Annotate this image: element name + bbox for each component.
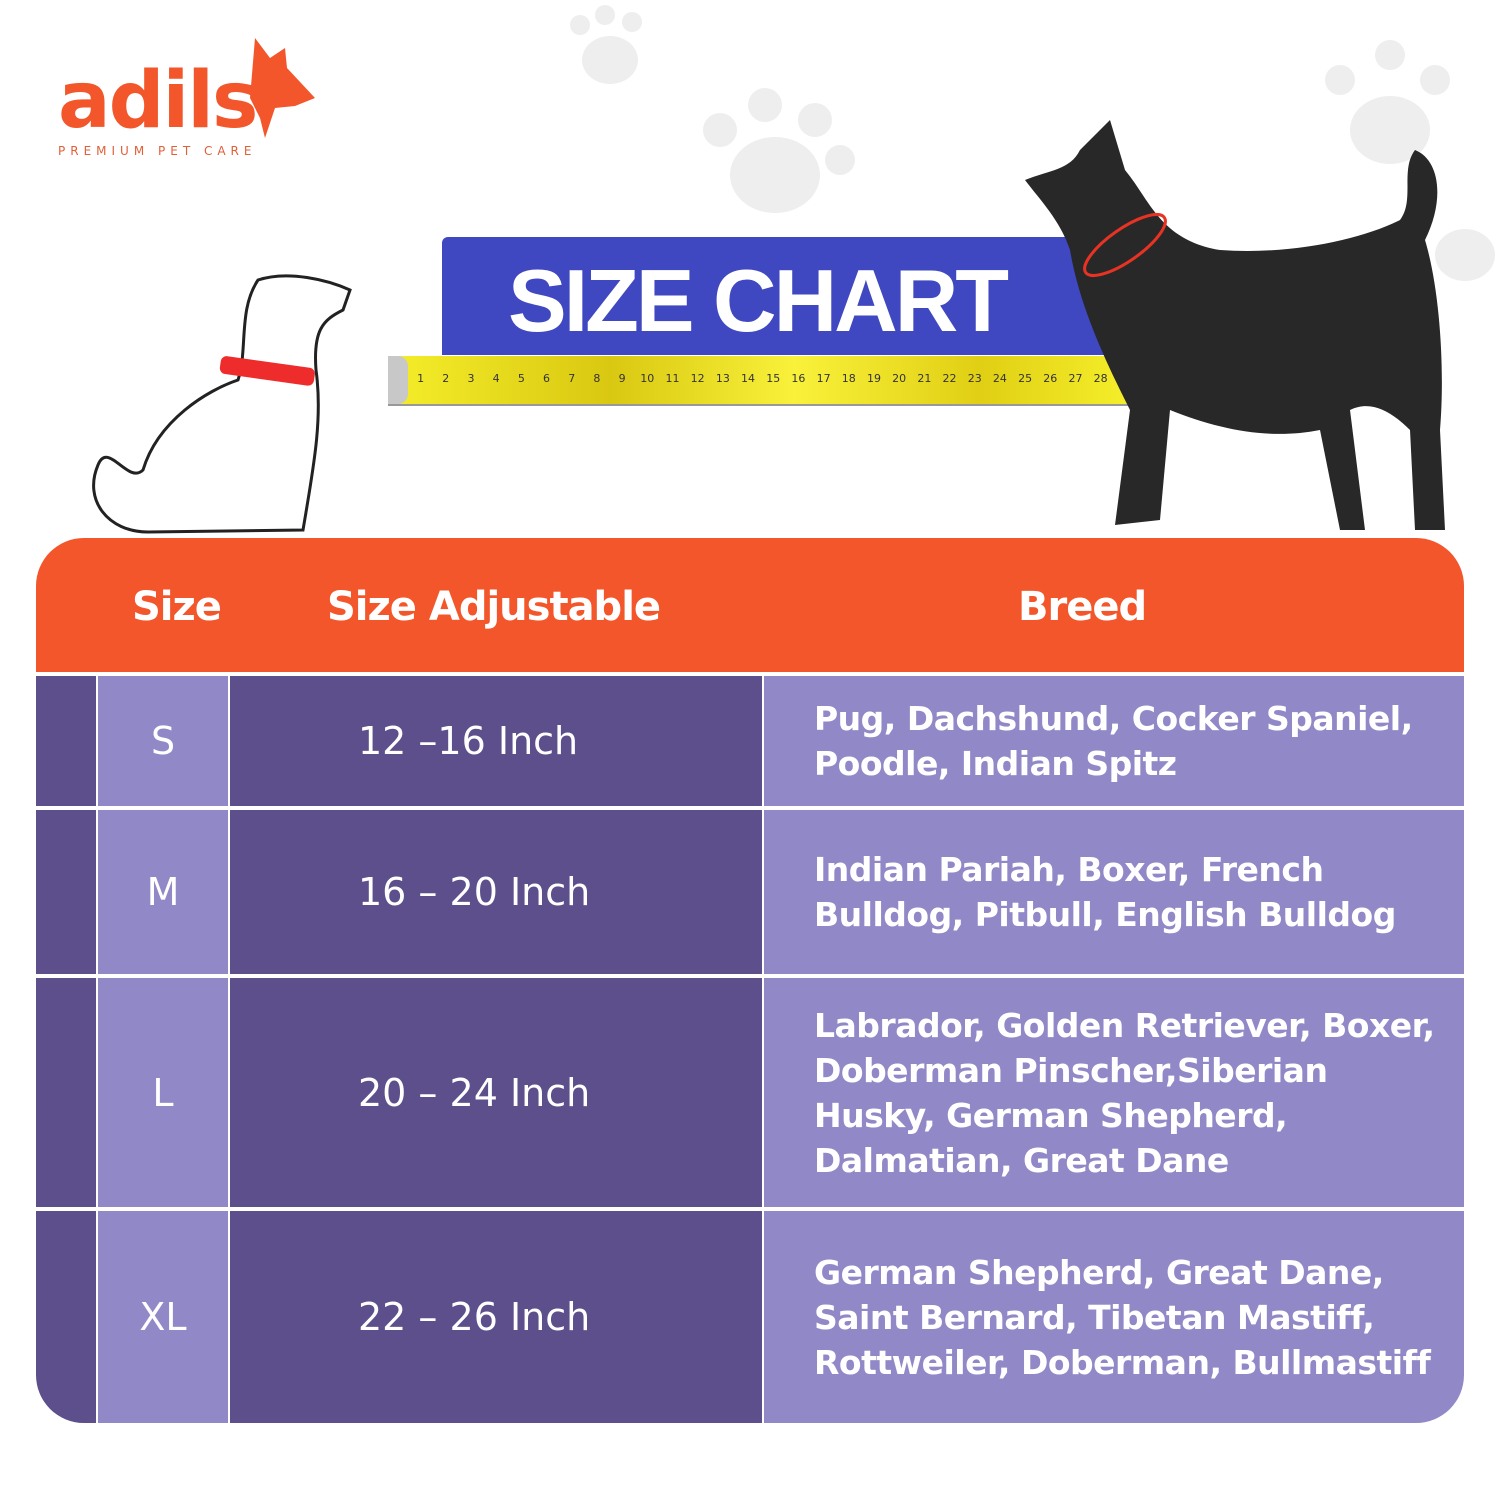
tape-number: 20 [892,372,907,385]
tape-number: 24 [992,372,1007,385]
tape-number: 16 [791,372,806,385]
size-cell: S [98,676,228,806]
adjustable-cell: 16 – 20 Inch [230,810,762,974]
row-marker [36,1211,96,1423]
tape-number: 14 [741,372,756,385]
row-marker [36,810,96,974]
tape-number: 7 [568,372,576,385]
fox-dog-logo-icon [250,38,315,138]
brand-tagline: PREMIUM PET CARE [58,144,257,158]
tape-number: 12 [690,372,705,385]
sitting-dog-illustration [92,274,352,534]
tape-number: 26 [1043,372,1058,385]
page-title: SIZE CHART [508,251,1009,350]
tape-end-cap [388,356,408,404]
tape-number: 6 [543,372,551,385]
header-size: Size [132,584,222,630]
breed-cell: Labrador, Golden Retriever, Boxer, Dober… [764,978,1464,1207]
table-row: M 16 – 20 Inch Indian Pariah, Boxer, Fre… [36,810,1464,974]
tape-number: 11 [665,372,680,385]
tape-number: 9 [618,372,626,385]
tape-number: 2 [442,372,450,385]
tape-number: 19 [866,372,881,385]
table-header: Size Size Adjustable Breed [36,538,1464,672]
paw-prints-background [570,5,1495,281]
tape-number: 18 [841,372,856,385]
tape-number: 28 [1093,372,1108,385]
breed-cell: Indian Pariah, Boxer, French Bulldog, Pi… [764,810,1464,974]
tape-number: 21 [917,372,932,385]
measuring-tape [388,356,1128,406]
size-cell: XL [98,1211,228,1423]
table-row: L 20 – 24 Inch Labrador, Golden Retrieve… [36,978,1464,1207]
tape-number: 1 [417,372,425,385]
adjustable-cell: 20 – 24 Inch [230,978,762,1207]
brand-logo: adils [58,56,258,146]
row-marker [36,978,96,1207]
breed-value: Labrador, Golden Retriever, Boxer, Dober… [814,1005,1435,1180]
breed-value: Indian Pariah, Boxer, French Bulldog, Pi… [814,850,1396,934]
tape-number: 17 [816,372,831,385]
tape-number: 5 [517,372,525,385]
adjustable-value: 20 – 24 Inch [358,1070,591,1115]
tape-number: 27 [1068,372,1083,385]
tape-numbers: 1 2 3 4 5 6 7 8 9 10 11 12 13 14 15 16 17 18 19 20 21 22 23 24 2… [408,372,1138,385]
tape-number: 15 [766,372,781,385]
size-chart-table: Size Size Adjustable Breed S 12 –16 Inch… [36,538,1464,1423]
tape-number: 22 [942,372,957,385]
size-cell: M [98,810,228,974]
breed-value: Pug, Dachshund, Cocker Spaniel, Poodle, … [814,699,1413,783]
adjustable-value: 12 –16 Inch [358,719,579,763]
adjustable-value: 22 – 26 Inch [358,1295,591,1339]
breed-cell: German Shepherd, Great Dane, Saint Berna… [764,1211,1464,1423]
tape-number: 23 [967,372,982,385]
header-breed: Breed [1018,584,1147,630]
tape-number: 13 [715,372,730,385]
adjustable-value: 16 – 20 Inch [358,870,591,914]
title-banner [442,237,1122,355]
tape-number: 4 [492,372,500,385]
standing-dog-silhouette [1025,120,1445,530]
size-value: L [152,1070,174,1115]
table-row: S 12 –16 Inch Pug, Dachshund, Cocker Spa… [36,676,1464,806]
tape-number: 8 [593,372,601,385]
breed-value: German Shepherd, Great Dane, Saint Berna… [814,1252,1431,1382]
table-row: XL 22 – 26 Inch German Shepherd, Great D… [36,1211,1464,1423]
breed-cell: Pug, Dachshund, Cocker Spaniel, Poodle, … [764,676,1464,806]
tape-number: 25 [1018,372,1033,385]
tape-number: 10 [640,372,655,385]
size-value: XL [139,1295,187,1339]
size-value: S [150,719,176,763]
row-marker [36,676,96,806]
size-value: M [146,870,180,914]
header-size-adjustable: Size Adjustable [327,584,661,630]
size-cell: L [98,978,228,1207]
adjustable-cell: 22 – 26 Inch [230,1211,762,1423]
adjustable-cell: 12 –16 Inch [230,676,762,806]
tape-number: 3 [467,372,475,385]
